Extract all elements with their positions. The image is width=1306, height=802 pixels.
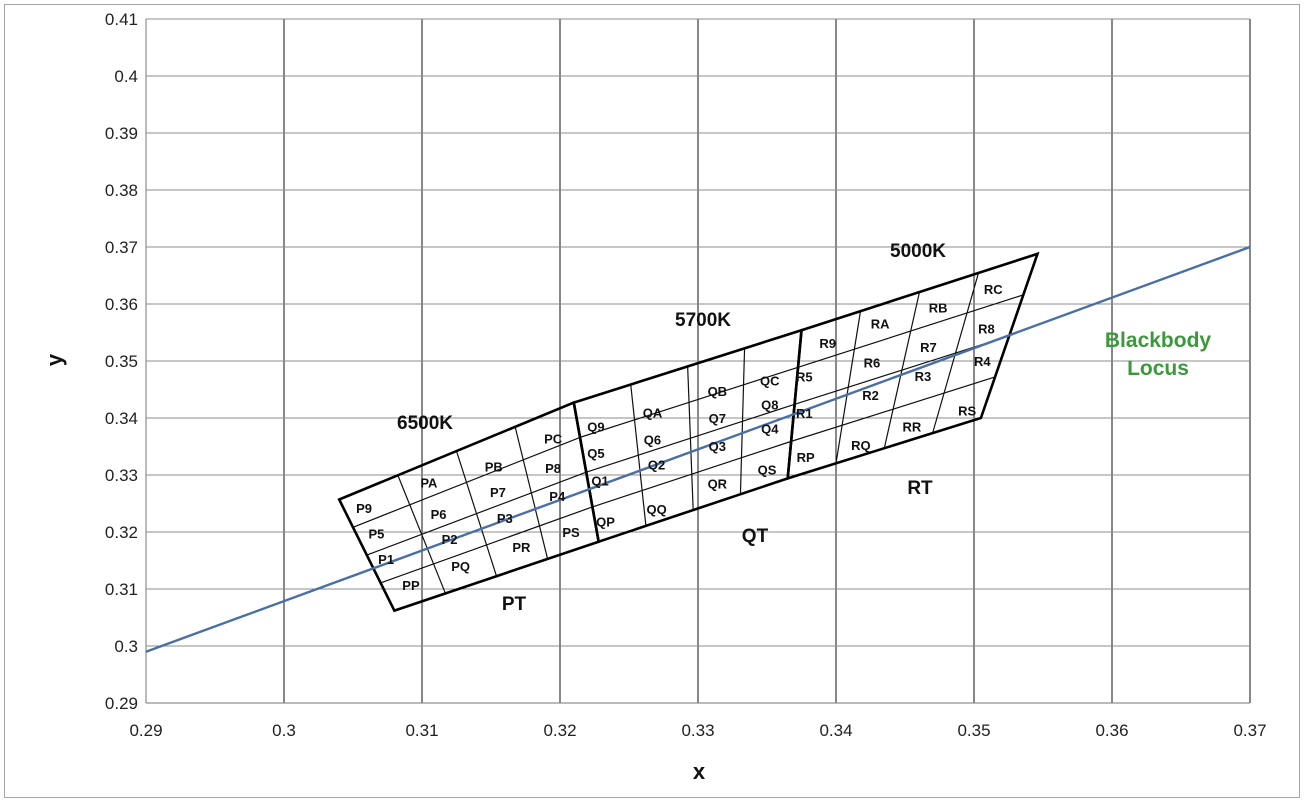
- bin-label: Q6: [644, 433, 661, 448]
- bin-quadrangle-outline: [786, 251, 1040, 481]
- x-tick-label: 0.29: [129, 721, 162, 740]
- bin-label: R9: [819, 336, 836, 351]
- y-tick-label: 0.33: [105, 466, 138, 485]
- bin-label: R4: [974, 354, 991, 369]
- bin-label: PR: [512, 540, 531, 555]
- cct-label-5000k: 5000K: [890, 241, 946, 262]
- x-tick-labels: 0.29 0.3 0.31 0.32 0.33 0.34 0.35 0.36 0.37: [129, 721, 1266, 740]
- bin-label: Q1: [591, 474, 608, 489]
- x-tick-label: 0.35: [957, 721, 990, 740]
- blackbody-locus-line: [145, 245, 1251, 653]
- x-tick-label: 0.37: [1233, 721, 1266, 740]
- y-tick-label: 0.38: [105, 181, 138, 200]
- bin-label: RC: [984, 282, 1003, 297]
- chart-frame: [4, 4, 1300, 798]
- bin-label: P2: [442, 532, 458, 547]
- bin-divider: [380, 506, 593, 584]
- bin-label: Q4: [761, 421, 779, 436]
- x-axis-title: x: [693, 759, 706, 784]
- cct-label-5700k: 5700K: [675, 310, 731, 331]
- bin-label: Q3: [709, 439, 726, 454]
- bin-label: R8: [978, 322, 995, 337]
- bin-label: QS: [758, 462, 777, 477]
- bin-label: PP: [402, 578, 420, 593]
- bin-quadrangles: [337, 251, 1040, 613]
- bin-label: R5: [796, 369, 813, 384]
- locus-label-line-1: Blackbody: [1105, 329, 1212, 352]
- bin-label: R3: [915, 369, 932, 384]
- x-tick-label: 0.34: [819, 721, 852, 740]
- bin-divider: [592, 440, 792, 508]
- blackbody-locus: [145, 245, 1251, 653]
- y-tick-label: 0.31: [105, 580, 138, 599]
- x-tick-label: 0.31: [405, 721, 438, 740]
- bin-label: Q7: [709, 411, 726, 426]
- bin-label: QR: [708, 477, 728, 492]
- bin-label: Q9: [587, 420, 604, 435]
- bin-label: RQ: [851, 438, 871, 453]
- bin-label: R1: [796, 406, 813, 421]
- y-tick-label: 0.35: [105, 352, 138, 371]
- bin-divider: [739, 348, 746, 495]
- bin-label: PA: [420, 475, 438, 490]
- y-tick-label: 0.4: [114, 67, 138, 86]
- bin-label: P6: [431, 507, 447, 522]
- bin-label: R7: [920, 340, 937, 355]
- bin-label: RR: [903, 420, 922, 435]
- bin-label: R2: [862, 388, 879, 403]
- bin-label: Q2: [648, 458, 665, 473]
- bin-divider: [455, 450, 498, 577]
- bin-labels: P9 PA PB PC P5 P6 P7 P8 P1 P2 P3 P4 PP PQ PR PS Q9 QA QB QC…: [356, 282, 1003, 593]
- bin-label: P5: [369, 527, 385, 542]
- bin-label: QC: [760, 373, 780, 388]
- y-tick-label: 0.36: [105, 295, 138, 314]
- x-tick-label: 0.32: [543, 721, 576, 740]
- y-tick-label: 0.3: [114, 637, 138, 656]
- bin-divider: [514, 426, 549, 560]
- bin-label: R6: [864, 356, 881, 371]
- bin-label: PS: [562, 525, 580, 540]
- bin-label: PC: [544, 432, 563, 447]
- group-label-rt: RT: [907, 478, 933, 499]
- bin-label: QB: [708, 384, 728, 399]
- x-tick-label: 0.36: [1095, 721, 1128, 740]
- cct-label-6500k: 6500K: [397, 413, 453, 434]
- bin-divider: [687, 366, 694, 511]
- x-tick-label: 0.3: [272, 721, 296, 740]
- bin-label: P8: [545, 461, 561, 476]
- bin-label: QQ: [646, 502, 666, 517]
- bin-label: P7: [490, 485, 506, 500]
- group-label-qt: QT: [742, 526, 769, 547]
- y-axis-title: y: [42, 353, 67, 366]
- bin-label: QP: [596, 515, 615, 530]
- y-tick-label: 0.34: [105, 409, 138, 428]
- bin-label: P3: [497, 511, 513, 526]
- bin-label: P9: [356, 501, 372, 516]
- locus-label-line-2: Locus: [1127, 357, 1189, 380]
- group-label-pt: PT: [502, 594, 527, 615]
- bin-label: QA: [643, 405, 663, 420]
- y-tick-label: 0.39: [105, 124, 138, 143]
- y-tick-label: 0.29: [105, 694, 138, 713]
- bin-label: P4: [549, 489, 566, 504]
- bin-divider: [932, 272, 980, 434]
- bin-label: RA: [871, 316, 890, 331]
- y-tick-label: 0.32: [105, 523, 138, 542]
- y-tick-label: 0.41: [105, 10, 138, 29]
- bin-label: RS: [958, 404, 976, 419]
- x-tick-label: 0.33: [681, 721, 714, 740]
- bin-label: RB: [929, 300, 948, 315]
- bin-label: Q5: [587, 446, 604, 461]
- bin-label: PQ: [451, 559, 470, 574]
- bin-label: RP: [797, 450, 815, 465]
- bin-divider: [790, 376, 996, 442]
- bin-label: PB: [485, 459, 503, 474]
- y-tick-label: 0.37: [105, 238, 138, 257]
- bin-divider: [883, 291, 921, 449]
- y-tick-labels: 0.29 0.3 0.31 0.32 0.33 0.34 0.35 0.36 0.37 0.38 0…: [105, 10, 138, 713]
- grid-lines: [145, 18, 1251, 704]
- bin-label: P1: [378, 552, 394, 567]
- bin-label: Q8: [761, 397, 778, 412]
